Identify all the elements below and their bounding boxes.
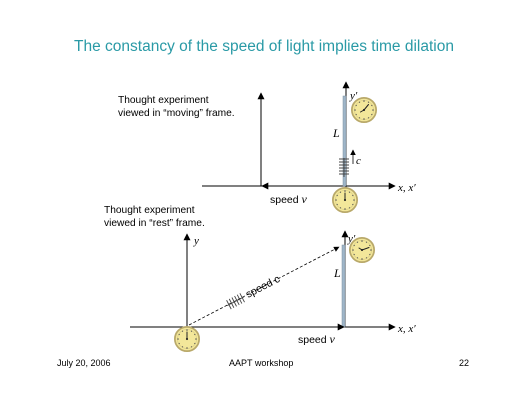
bottom-speed-symbol: v <box>330 332 336 346</box>
bottom-caption: Thought experiment viewed in “rest” fram… <box>104 204 205 230</box>
top-moving-clock-hands <box>360 104 369 113</box>
bottom-speed-label: speed v <box>298 332 336 346</box>
bottom-mirror-rod <box>341 244 346 328</box>
bottom-x-label: x, x′ <box>397 323 416 335</box>
top-light-label: c <box>356 155 361 167</box>
footer-page-number: 22 <box>459 358 470 368</box>
top-y-prime-label: y′ <box>349 90 358 102</box>
bottom-y-label: y <box>193 235 199 247</box>
top-x-label: x, x′ <box>397 182 416 194</box>
bottom-caption-line2: viewed in “rest” frame. <box>104 218 205 229</box>
footer-date: July 20, 2006 <box>57 358 111 368</box>
top-speed-symbol: v <box>302 192 308 206</box>
top-speed-label: speed v <box>270 192 308 206</box>
bottom-light-path <box>188 246 340 326</box>
top-mirror-rod <box>342 95 347 187</box>
top-caption-line1: Thought experiment <box>118 95 209 106</box>
bottom-speed-c-label: speed c <box>244 273 282 301</box>
slide-title: The constancy of the speed of light impl… <box>74 38 454 55</box>
bottom-moving-clock-hands <box>358 247 370 251</box>
bottom-length-label: L <box>333 266 341 280</box>
top-speed-text: speed <box>270 194 299 206</box>
top-length-label: L <box>332 126 340 140</box>
bottom-panel: y y′ L speed c x, x′ speed v <box>130 230 416 352</box>
top-caption: Thought experiment viewed in “moving” fr… <box>118 94 235 120</box>
bottom-caption-line1: Thought experiment <box>104 205 195 216</box>
top-caption-line2: viewed in “moving” frame. <box>118 108 235 119</box>
bottom-y-prime-label: y′ <box>347 233 356 245</box>
top-light-pulse-spring-icon <box>339 158 349 177</box>
top-panel: y′ L c x, x′ speed v <box>202 81 416 213</box>
footer-event: AAPT workshop <box>229 358 294 368</box>
bottom-light-pulse-spring-icon <box>226 293 245 310</box>
bottom-speed-text: speed <box>298 334 327 346</box>
